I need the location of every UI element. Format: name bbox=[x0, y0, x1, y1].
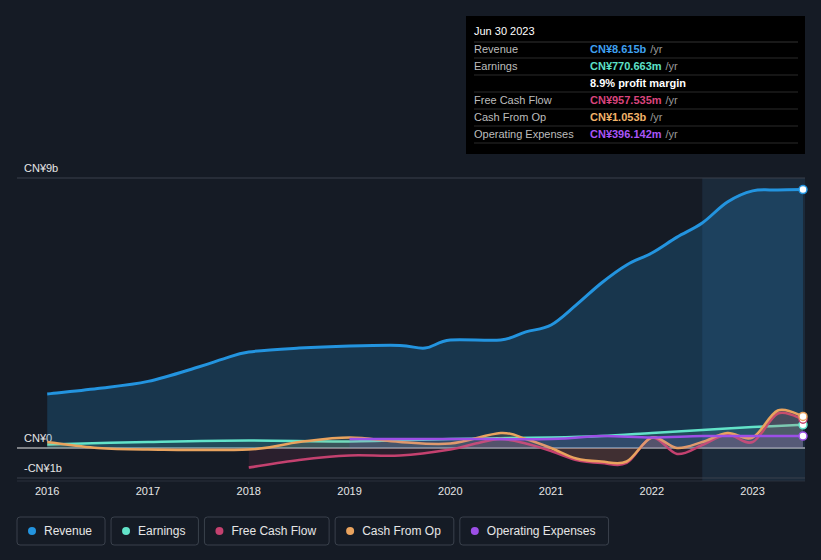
tooltip-value-number: CN¥1.053b bbox=[590, 111, 647, 123]
tooltip-value: CN¥396.142m/yr bbox=[590, 128, 678, 140]
legend-label: Cash From Op bbox=[362, 524, 441, 538]
tooltip-label: Free Cash Flow bbox=[474, 94, 552, 106]
grid-line bbox=[17, 478, 805, 479]
tooltip-label: Operating Expenses bbox=[474, 128, 574, 140]
tooltip-date: Jun 30 2023 bbox=[474, 25, 535, 37]
legend-button[interactable] bbox=[335, 517, 454, 545]
end-marker bbox=[799, 186, 807, 194]
legend-swatch bbox=[28, 527, 36, 535]
series-line bbox=[47, 190, 803, 394]
series-area bbox=[47, 190, 803, 448]
legend-label: Operating Expenses bbox=[487, 524, 596, 538]
legend-label: Revenue bbox=[44, 524, 92, 538]
end-marker bbox=[799, 432, 807, 440]
tooltip-divider bbox=[474, 75, 798, 76]
legend-item[interactable]: Earnings bbox=[111, 517, 198, 545]
x-tick bbox=[752, 481, 753, 484]
x-tick bbox=[651, 481, 652, 484]
tooltip-value: CN¥8.615b/yr bbox=[590, 43, 663, 55]
series-area bbox=[350, 436, 803, 448]
x-tick-label: 2021 bbox=[539, 485, 563, 497]
x-tick-label: 2017 bbox=[136, 485, 160, 497]
series-area bbox=[47, 425, 803, 448]
legend-button[interactable] bbox=[204, 517, 329, 545]
x-tick bbox=[248, 481, 249, 484]
tooltip-value-number: CN¥8.615b bbox=[590, 43, 647, 55]
x-tick bbox=[147, 481, 148, 484]
tooltip-value: CN¥957.535m/yr bbox=[590, 94, 678, 106]
y-tick-label: CN¥9b bbox=[24, 162, 58, 174]
legend-swatch bbox=[471, 527, 479, 535]
end-marker bbox=[799, 412, 807, 420]
tooltip-value: CN¥770.663m/yr bbox=[590, 60, 678, 72]
tooltip-box bbox=[466, 16, 805, 154]
x-tick-label: 2019 bbox=[337, 485, 361, 497]
x-axis-line bbox=[17, 481, 805, 482]
legend-label: Earnings bbox=[138, 524, 185, 538]
legend-label: Free Cash Flow bbox=[231, 524, 316, 538]
tooltip-profit-margin: 8.9% profit margin bbox=[590, 77, 686, 89]
tooltip-value-number: CN¥396.142m bbox=[590, 128, 662, 140]
tooltip-divider bbox=[474, 109, 798, 110]
legend-item[interactable]: Operating Expenses bbox=[460, 517, 609, 545]
legend-button[interactable] bbox=[111, 517, 198, 545]
x-tick bbox=[551, 481, 552, 484]
grid-line bbox=[17, 178, 805, 179]
x-tick-label: 2020 bbox=[438, 485, 462, 497]
series-line bbox=[350, 436, 803, 439]
legend-swatch bbox=[346, 527, 354, 535]
tooltip-unit: /yr bbox=[650, 43, 663, 55]
tooltip-divider bbox=[474, 58, 798, 59]
legend-button[interactable] bbox=[460, 517, 609, 545]
legend-item[interactable]: Revenue bbox=[17, 517, 105, 545]
x-tick-label: 2022 bbox=[640, 485, 664, 497]
legend-button[interactable] bbox=[17, 517, 105, 545]
tooltip-value-number: CN¥770.663m bbox=[590, 60, 662, 72]
chart: -CN¥1bCN¥0CN¥9b2016201720182019202020212… bbox=[0, 0, 821, 560]
tooltip-unit: /yr bbox=[650, 111, 663, 123]
tooltip-label: Cash From Op bbox=[474, 111, 546, 123]
legend-item[interactable]: Cash From Op bbox=[335, 517, 454, 545]
x-tick bbox=[450, 481, 451, 484]
legend-swatch bbox=[122, 527, 130, 535]
tooltip-label: Revenue bbox=[474, 43, 518, 55]
tooltip-unit: /yr bbox=[666, 60, 679, 72]
y-tick-label: -CN¥1b bbox=[24, 462, 62, 474]
tooltip-unit: /yr bbox=[666, 94, 679, 106]
tooltip-unit: /yr bbox=[666, 128, 679, 140]
background bbox=[0, 0, 821, 560]
series-line bbox=[47, 410, 803, 464]
tooltip-value: CN¥1.053b/yr bbox=[590, 111, 663, 123]
x-tick bbox=[47, 481, 48, 484]
tooltip-divider bbox=[474, 143, 798, 144]
tooltip-divider bbox=[474, 92, 798, 93]
tooltip-divider bbox=[474, 126, 798, 127]
legend-swatch bbox=[215, 527, 223, 535]
x-tick-label: 2018 bbox=[237, 485, 261, 497]
x-tick-label: 2016 bbox=[35, 485, 59, 497]
tooltip-label: Earnings bbox=[474, 60, 518, 72]
series-area bbox=[47, 410, 803, 464]
tooltip-value-number: CN¥957.535m bbox=[590, 94, 662, 106]
legend-item[interactable]: Free Cash Flow bbox=[204, 517, 329, 545]
x-tick bbox=[349, 481, 350, 484]
x-tick-label: 2023 bbox=[740, 485, 764, 497]
plot-area bbox=[47, 190, 803, 468]
